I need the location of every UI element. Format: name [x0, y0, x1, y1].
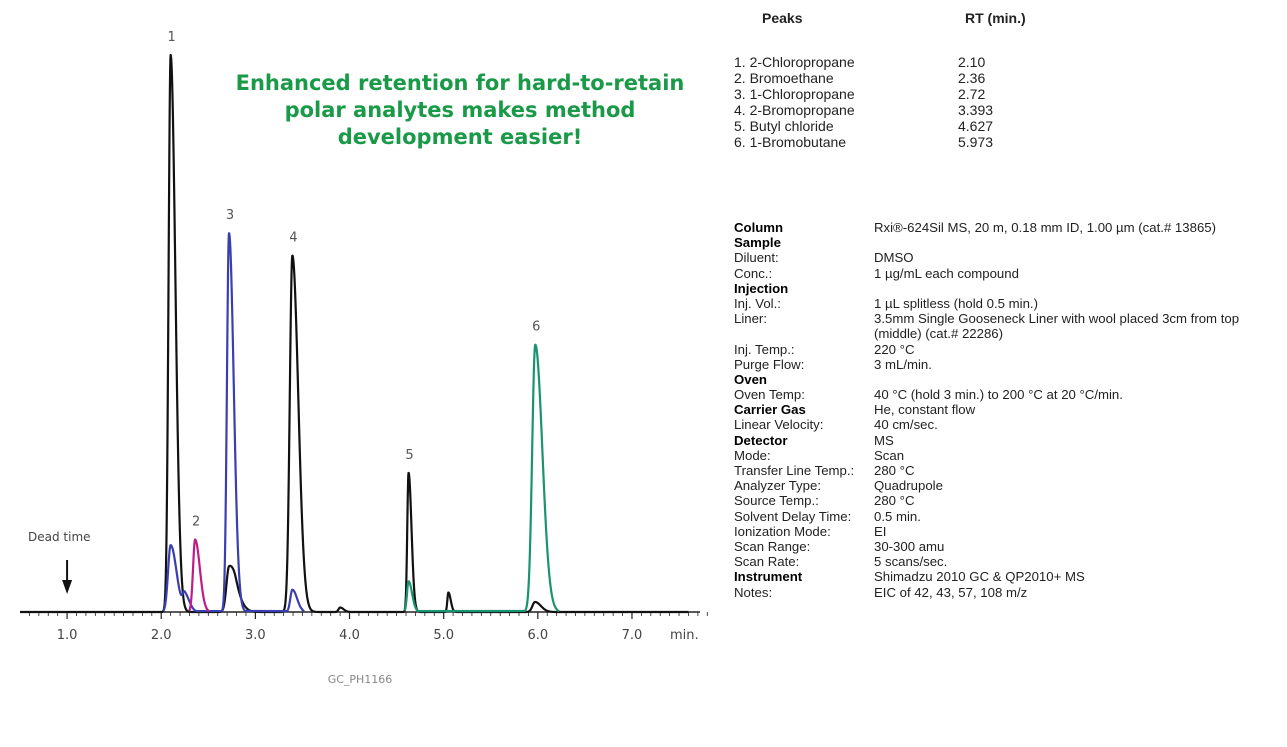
chromatogram-chart: 1.0 2.0 3.0 4.0 5.0 6.0 7.0 min. 1 2 4 5 6 3 [19, 30, 708, 643]
x-axis-label: min. [670, 628, 699, 643]
param-value: MS [874, 432, 894, 448]
param-label: Analyzer Type: [734, 478, 821, 494]
param-label: Inj. Temp.: [734, 341, 795, 357]
param-label: Instrument [734, 569, 803, 585]
peak-number-label: 2 [192, 515, 200, 530]
param-label: Source Temp.: [734, 493, 819, 509]
param-value: 280 °C [874, 463, 915, 479]
peak-row-name: 4. 2-Bromopropane [734, 102, 855, 118]
x-tick-label: 5.0 [433, 628, 454, 643]
peak-row-name: 6. 1-Bromobutane [734, 134, 847, 150]
param-label: Diluent: [734, 250, 779, 266]
param-label: Liner: [734, 311, 767, 327]
series-trace [162, 232, 306, 613]
param-value: 0.5 min. [874, 508, 921, 524]
param-label: Conc.: [734, 265, 773, 281]
peak-row-name: 5. Butyl chloride [734, 118, 834, 134]
param-value: 1 µL splitless (hold 0.5 min.) [874, 295, 1038, 311]
param-label: Column [734, 220, 784, 235]
series-trace [403, 343, 560, 613]
param-label: Detector [734, 432, 788, 448]
dead-time-label: Dead time [28, 530, 91, 544]
peak-number-label: 6 [532, 320, 540, 335]
param-value: 5 scans/sec. [874, 554, 948, 570]
peak-number-label: 1 [167, 30, 175, 45]
peak-row-rt: 3.393 [958, 102, 994, 118]
peak-row-rt: 5.973 [958, 134, 994, 150]
series-trace [19, 53, 690, 614]
peak-number-label: 5 [405, 448, 413, 463]
peak-row-name: 2. Bromoethane [734, 70, 834, 86]
param-label: Purge Flow: [734, 356, 805, 372]
peak-row-rt: 2.36 [958, 70, 986, 86]
headline-line-3: development easier! [337, 125, 583, 149]
peak-row-rt: 4.627 [958, 118, 994, 134]
param-label: Inj. Vol.: [734, 295, 781, 311]
param-label: Carrier Gas [734, 402, 806, 418]
param-value: He, constant flow [874, 402, 976, 418]
param-label: Sample [734, 235, 781, 251]
peak-number-label: 4 [289, 231, 297, 246]
param-label: Scan Range: [734, 538, 811, 554]
param-value: 3 mL/min. [874, 356, 932, 372]
param-label: Notes: [734, 584, 773, 600]
param-label: Transfer Line Temp.: [734, 463, 855, 479]
param-label: Oven Temp: [734, 387, 805, 403]
headline: Enhanced retention for hard-to-retain po… [210, 70, 710, 151]
param-value: 40 cm/sec. [874, 417, 938, 433]
param-value: 280 °C [874, 493, 915, 509]
param-value: 30-300 amu [874, 538, 945, 554]
headline-line-2: polar analytes makes method [284, 98, 636, 122]
peak-row-name: 3. 1-Chloropropane [734, 86, 855, 102]
peak-row-rt: 2.10 [958, 54, 986, 70]
figure-id: GC_PH1166 [327, 673, 393, 686]
dead-time-arrow-head [62, 580, 73, 594]
param-value: DMSO [874, 250, 914, 266]
param-label: Oven [734, 371, 767, 387]
param-label: Injection [734, 280, 789, 296]
param-value: Scan [874, 447, 905, 463]
x-tick-label: 6.0 [527, 628, 548, 643]
x-tick-label: 1.0 [57, 628, 78, 643]
param-value: Quadrupole [874, 478, 943, 494]
x-tick-label: 2.0 [151, 628, 172, 643]
param-value: 1 µg/mL each compound [874, 265, 1019, 281]
param-value: 40 °C (hold 3 min.) to 200 °C at 20 °C/m… [874, 387, 1123, 403]
peaks-header-name: Peaks [762, 10, 803, 26]
param-label: Mode: [734, 447, 771, 463]
headline-line-1: Enhanced retention for hard-to-retain [235, 71, 685, 95]
x-tick-label: 4.0 [339, 628, 360, 643]
param-value: 3.5mm Single Gooseneck Liner with wool p… [874, 311, 1240, 342]
peaks-header-rt: RT (min.) [965, 10, 1026, 26]
peak-row-name: 1. 2-Chloropropane [734, 54, 855, 70]
series-trace [188, 538, 210, 612]
param-value: 220 °C [874, 341, 915, 357]
param-label: Ionization Mode: [734, 523, 831, 539]
param-label: Linear Velocity: [734, 417, 824, 433]
peak-row-rt: 2.72 [958, 86, 986, 102]
param-value: EI [874, 523, 887, 539]
param-label: Scan Rate: [734, 554, 800, 570]
x-tick-label: 3.0 [245, 628, 266, 643]
param-label: Solvent Delay Time: [734, 508, 852, 524]
param-value: Shimadzu 2010 GC & QP2010+ MS [874, 569, 1085, 585]
param-value: Rxi®-624Sil MS, 20 m, 0.18 mm ID, 1.00 µ… [874, 220, 1216, 235]
peak-number-label: 3 [226, 208, 234, 223]
param-value: EIC of 42, 43, 57, 108 m/z [874, 584, 1028, 600]
x-tick-label: 7.0 [622, 628, 643, 643]
